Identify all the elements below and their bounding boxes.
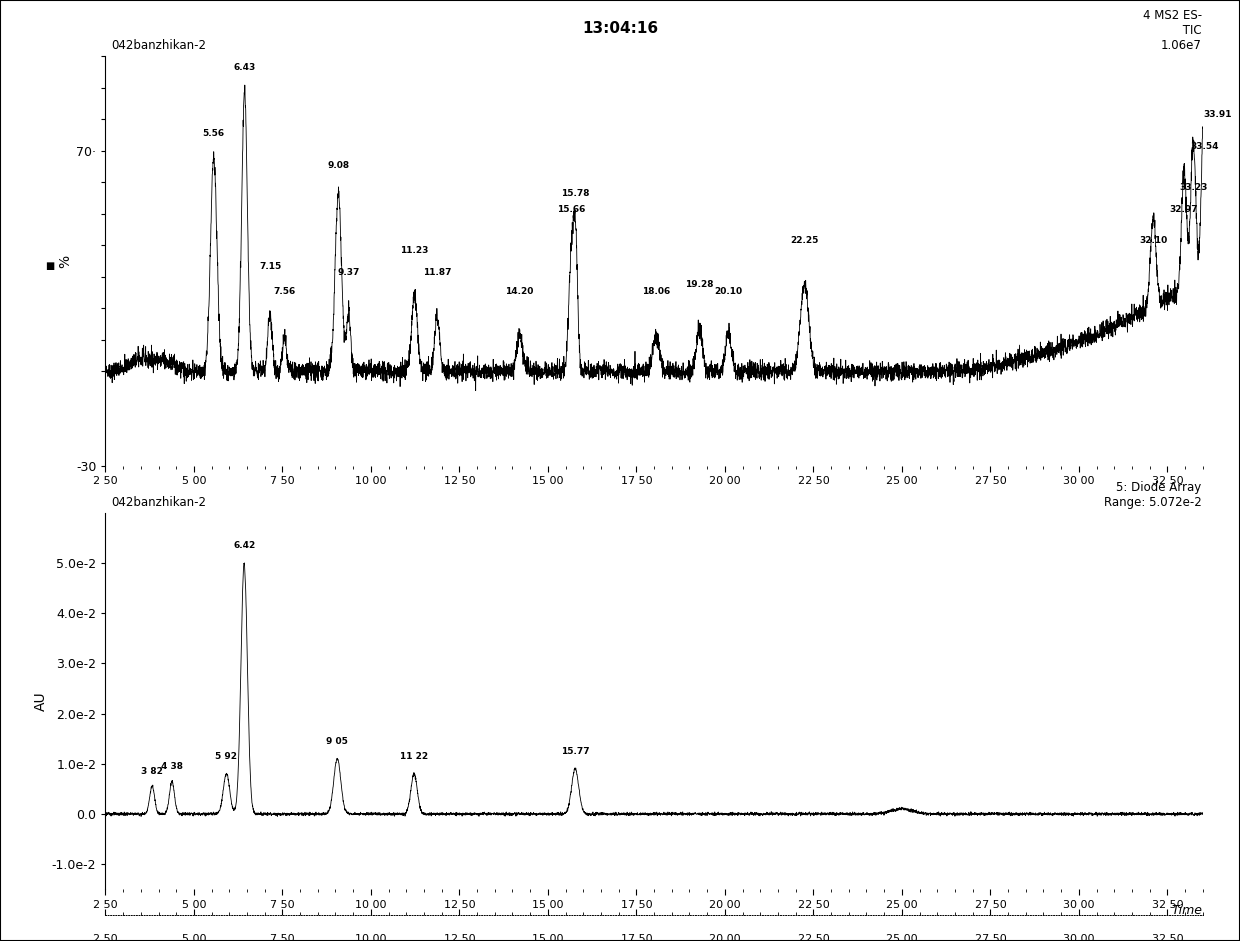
Text: 32.10: 32.10 bbox=[1140, 236, 1167, 246]
Text: 20.10: 20.10 bbox=[714, 287, 743, 295]
Text: 11.87: 11.87 bbox=[423, 268, 451, 277]
Text: 15.66: 15.66 bbox=[557, 205, 585, 214]
Text: 5 92: 5 92 bbox=[216, 752, 238, 761]
Text: 7.15: 7.15 bbox=[259, 262, 281, 271]
Y-axis label: %: % bbox=[58, 255, 72, 267]
Text: 19.28: 19.28 bbox=[686, 280, 714, 290]
Text: 4 MS2 ES-
     TIC
1.06e7: 4 MS2 ES- TIC 1.06e7 bbox=[1142, 9, 1202, 53]
Text: 13:04:16: 13:04:16 bbox=[582, 21, 658, 36]
Text: 18.06: 18.06 bbox=[642, 287, 671, 295]
Text: 7.56: 7.56 bbox=[273, 287, 295, 295]
Text: 15.77: 15.77 bbox=[560, 747, 589, 757]
Text: 32.97: 32.97 bbox=[1169, 205, 1198, 214]
Text: 33.91: 33.91 bbox=[1203, 110, 1231, 120]
Text: 14.20: 14.20 bbox=[506, 287, 533, 295]
Text: ■: ■ bbox=[45, 262, 55, 271]
Text: 11.23: 11.23 bbox=[401, 246, 429, 255]
Text: 3 82: 3 82 bbox=[141, 767, 164, 776]
Text: 11 22: 11 22 bbox=[401, 752, 428, 761]
Text: 4 38: 4 38 bbox=[161, 762, 184, 772]
Text: 6.42: 6.42 bbox=[233, 541, 255, 550]
Text: 15.78: 15.78 bbox=[562, 189, 590, 199]
Text: 33.54: 33.54 bbox=[1190, 142, 1219, 151]
Text: 33.23: 33.23 bbox=[1179, 183, 1208, 192]
Text: 042banzhikan-2: 042banzhikan-2 bbox=[110, 496, 206, 509]
Text: 6.43: 6.43 bbox=[233, 63, 255, 72]
Text: 5.56: 5.56 bbox=[202, 129, 224, 138]
Text: 9.37: 9.37 bbox=[337, 268, 360, 277]
Text: 042banzhikan-2: 042banzhikan-2 bbox=[110, 40, 206, 53]
Y-axis label: AU: AU bbox=[33, 692, 47, 710]
Text: 9 05: 9 05 bbox=[326, 737, 348, 746]
Text: 22.25: 22.25 bbox=[790, 236, 818, 246]
Text: Time: Time bbox=[1172, 904, 1203, 917]
Text: 5: Diode Array
Range: 5.072e-2: 5: Diode Array Range: 5.072e-2 bbox=[1104, 481, 1202, 509]
Text: 9.08: 9.08 bbox=[327, 161, 350, 169]
